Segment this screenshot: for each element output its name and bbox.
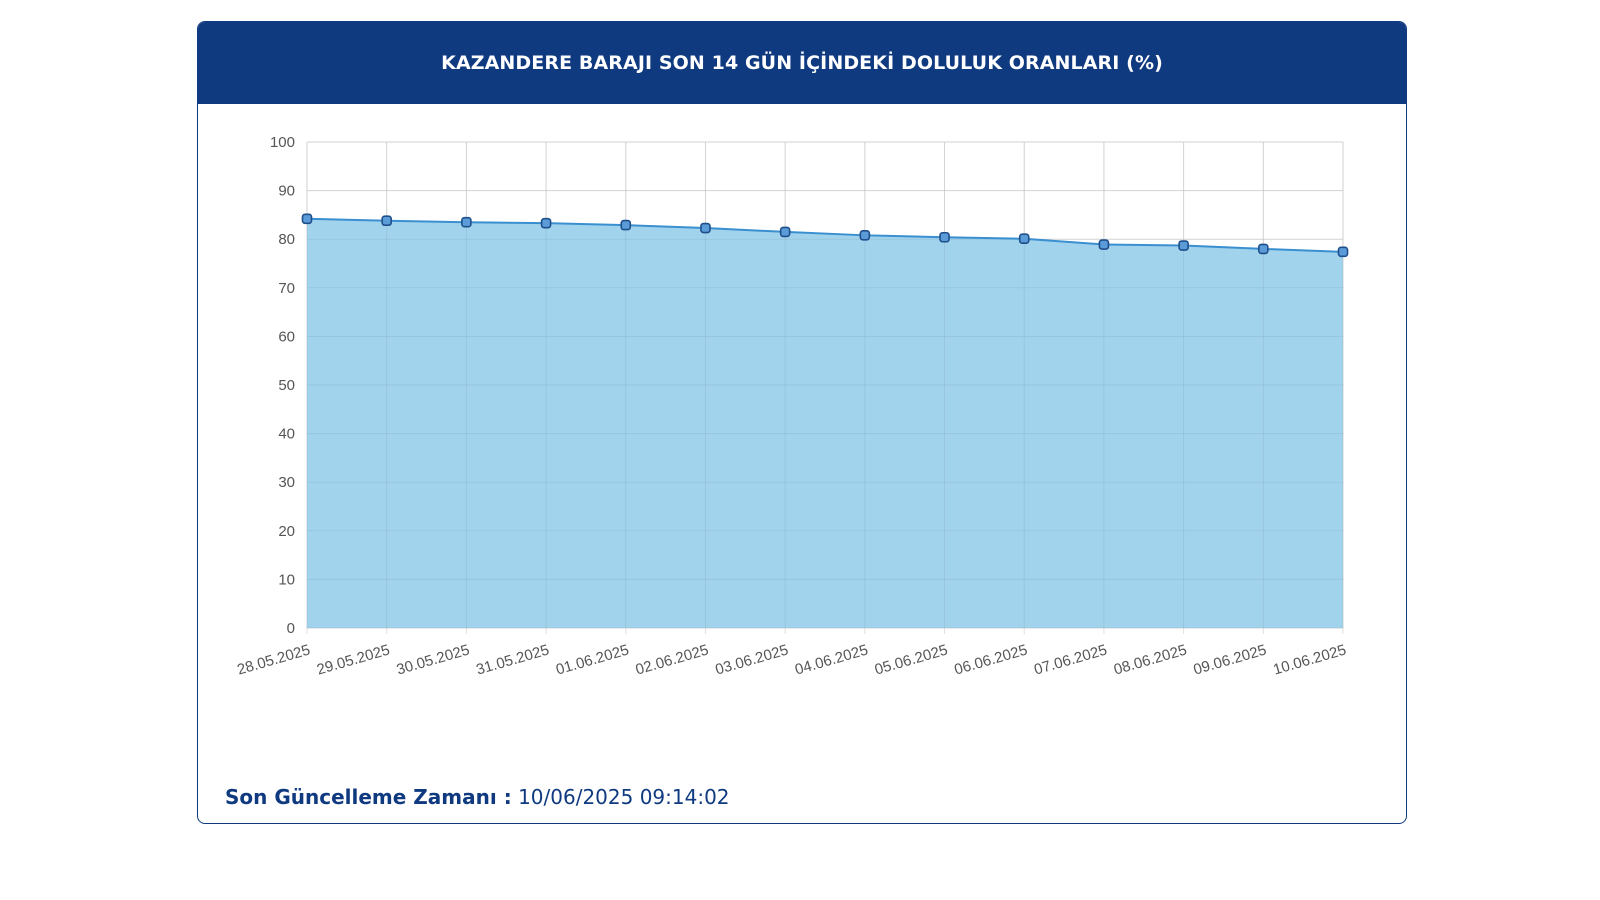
x-tick-label: 29.05.2025 [315,642,392,679]
x-tick-label: 30.05.2025 [395,642,472,679]
x-tick-label: 07.06.2025 [1032,642,1109,679]
data-point [779,226,791,238]
data-point [461,216,472,228]
last-update-value: 10/06/2025 09:14:02 [518,785,730,809]
series-line [306,217,1344,253]
data-point [1258,243,1269,255]
y-tick-label: 40 [278,426,295,443]
data-point [620,219,632,231]
y-tick-label: 20 [278,523,295,540]
y-tick-label: 60 [278,328,295,345]
series-area [307,218,1343,628]
last-update: Son Güncelleme Zamanı : 10/06/2025 09:14… [225,785,730,809]
x-tick-label: 31.05.2025 [474,642,551,679]
data-point [1018,233,1030,245]
chart-card: KAZANDERE BARAJI SON 14 GÜN İÇİNDEKİ DOL… [197,21,1407,824]
y-tick-label: 50 [278,377,295,394]
card-header: KAZANDERE BARAJI SON 14 GÜN İÇİNDEKİ DOL… [198,22,1406,104]
data-point [301,213,313,225]
y-tick-label: 0 [287,620,295,637]
x-tick-label: 02.06.2025 [634,642,711,679]
x-tick-label: 05.06.2025 [873,642,950,679]
y-tick-label: 90 [278,183,295,200]
y-tick-label: 80 [278,231,295,248]
y-tick-label: 100 [270,134,295,151]
fill-rate-chart: 0 10 20 30 40 50 60 70 80 90 100 28.05.2025 29.05.20… [235,134,1349,679]
y-tick-label: 70 [278,280,295,297]
x-tick-label: 04.06.2025 [793,642,870,679]
data-point [859,230,871,241]
chart-title: KAZANDERE BARAJI SON 14 GÜN İÇİNDEKİ DOL… [441,52,1163,74]
data-point [540,217,552,229]
data-point [700,222,711,234]
x-tick-label: 06.06.2025 [952,642,1029,679]
x-tick-label: 09.06.2025 [1192,642,1269,679]
x-tick-label: 10.06.2025 [1271,642,1348,679]
y-tick-label: 30 [278,474,295,491]
data-point [1337,246,1349,258]
data-point [1098,239,1110,250]
data-point [1178,240,1189,251]
x-tick-label: 03.06.2025 [713,642,790,679]
y-tick-label: 10 [278,571,295,588]
x-tick-label: 08.06.2025 [1112,642,1189,679]
last-update-label: Son Güncelleme Zamanı : [225,785,512,809]
x-tick-label: 01.06.2025 [554,642,631,679]
data-point [381,215,392,227]
x-tick-label: 28.05.2025 [235,642,312,679]
data-point [939,231,950,243]
